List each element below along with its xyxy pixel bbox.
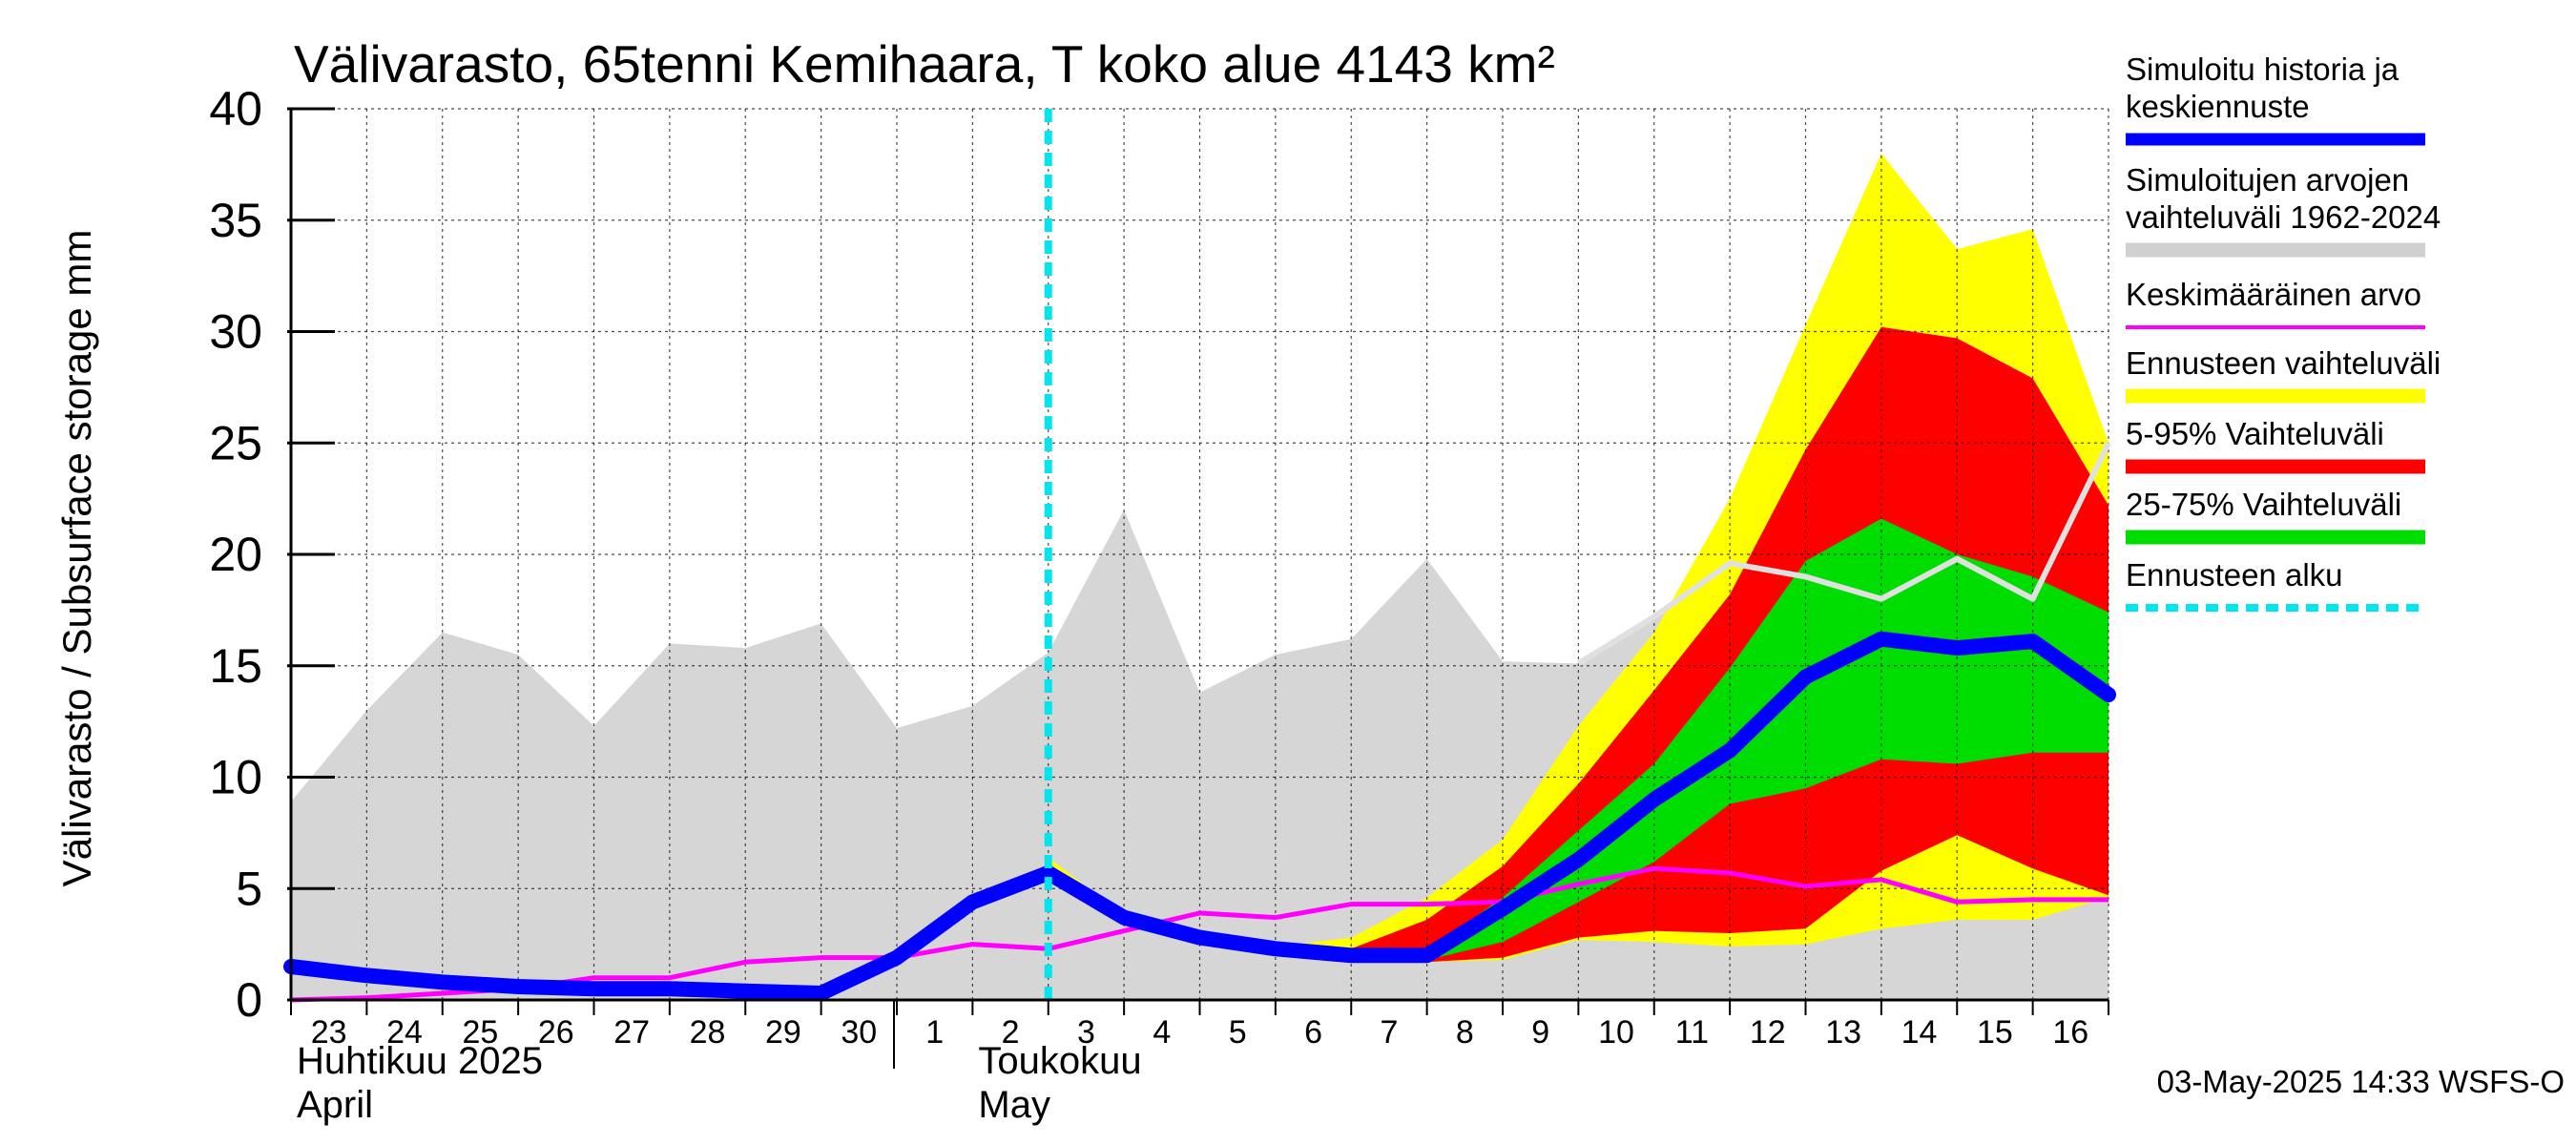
y-tick-label: 25 bbox=[209, 416, 262, 469]
simulated-forecast-line bbox=[283, 631, 2116, 1001]
legend-label: 5-95% Vaihteluväli bbox=[2126, 416, 2384, 451]
x-tick-label: 8 bbox=[1456, 1014, 1474, 1051]
legend-label: Simuloitujen arvojen bbox=[2126, 162, 2409, 198]
p5-95-band bbox=[1048, 326, 2109, 963]
y-axis-label-group: Välivarasto / Subsurface storage mm bbox=[54, 230, 99, 887]
x-tick-label: 3 bbox=[1077, 1014, 1095, 1051]
x-tick-label: 2 bbox=[1002, 1014, 1020, 1051]
x-tick-label: 7 bbox=[1380, 1014, 1398, 1051]
month-label-en: April bbox=[297, 1084, 373, 1126]
x-tick-label: 15 bbox=[1977, 1014, 2013, 1051]
month-label: Toukokuu bbox=[978, 1040, 1141, 1082]
x-tick-label: 26 bbox=[538, 1014, 574, 1051]
legend-label: Ennusteen alku bbox=[2126, 557, 2343, 593]
x-tick-label: 30 bbox=[841, 1014, 877, 1051]
bands-layer bbox=[291, 153, 2109, 1000]
y-tick-label: 40 bbox=[209, 82, 262, 135]
x-tick-label: 24 bbox=[386, 1014, 423, 1051]
series-layer bbox=[283, 109, 2116, 1003]
y-tick-label: 5 bbox=[236, 862, 262, 915]
month-label: Huhtikuu 2025 bbox=[297, 1040, 543, 1082]
legend-label: keskiennuste bbox=[2126, 89, 2310, 124]
legend-label: vaihteluväli 1962-2024 bbox=[2126, 199, 2441, 235]
p25-75-band bbox=[1048, 518, 2109, 960]
x-tick-label: 5 bbox=[1229, 1014, 1247, 1051]
mean-value-line bbox=[290, 865, 2109, 1003]
legend-label: Keskimääräinen arvo bbox=[2126, 277, 2421, 312]
y-tick-label: 10 bbox=[209, 751, 262, 804]
month-label-en: May bbox=[978, 1084, 1050, 1126]
x-tick-label: 25 bbox=[463, 1014, 499, 1051]
x-tick-label: 10 bbox=[1598, 1014, 1634, 1051]
history-envelope-line bbox=[1576, 441, 2111, 666]
footer-timestamp: 03-May-2025 14:33 WSFS-O bbox=[2157, 1064, 2565, 1099]
y-tick-label: 15 bbox=[209, 639, 262, 693]
x-tick-label: 27 bbox=[613, 1014, 650, 1051]
x-tick-label: 4 bbox=[1153, 1014, 1171, 1051]
x-tick-label: 29 bbox=[765, 1014, 801, 1051]
y-tick-label: 30 bbox=[209, 305, 262, 359]
legend-label: 25-75% Vaihteluväli bbox=[2126, 487, 2401, 522]
y-tick-label: 20 bbox=[209, 528, 262, 581]
x-tick-label: 12 bbox=[1750, 1014, 1786, 1051]
x-tick-label: 16 bbox=[2052, 1014, 2088, 1051]
x-tick-label: 13 bbox=[1825, 1014, 1861, 1051]
x-tick-label: 14 bbox=[1901, 1014, 1938, 1051]
y-axis-label: Välivarasto / Subsurface storage mm bbox=[54, 230, 99, 887]
y-tick-label: 0 bbox=[236, 973, 262, 1027]
x-tick-label: 9 bbox=[1531, 1014, 1549, 1051]
legend-label: Simuloitu historia ja bbox=[2126, 52, 2399, 87]
x-tick-label: 23 bbox=[311, 1014, 347, 1051]
y-tick-label: 35 bbox=[209, 194, 262, 247]
x-tick-label: 11 bbox=[1675, 1014, 1709, 1051]
chart-title: Välivarasto, 65tenni Kemihaara, T koko a… bbox=[294, 34, 1555, 94]
legend-label: Ennusteen vaihteluväli bbox=[2126, 345, 2441, 381]
x-tick-label: 28 bbox=[690, 1014, 726, 1051]
x-tick-label: 6 bbox=[1304, 1014, 1322, 1051]
x-tick-label: 1 bbox=[925, 1014, 944, 1051]
